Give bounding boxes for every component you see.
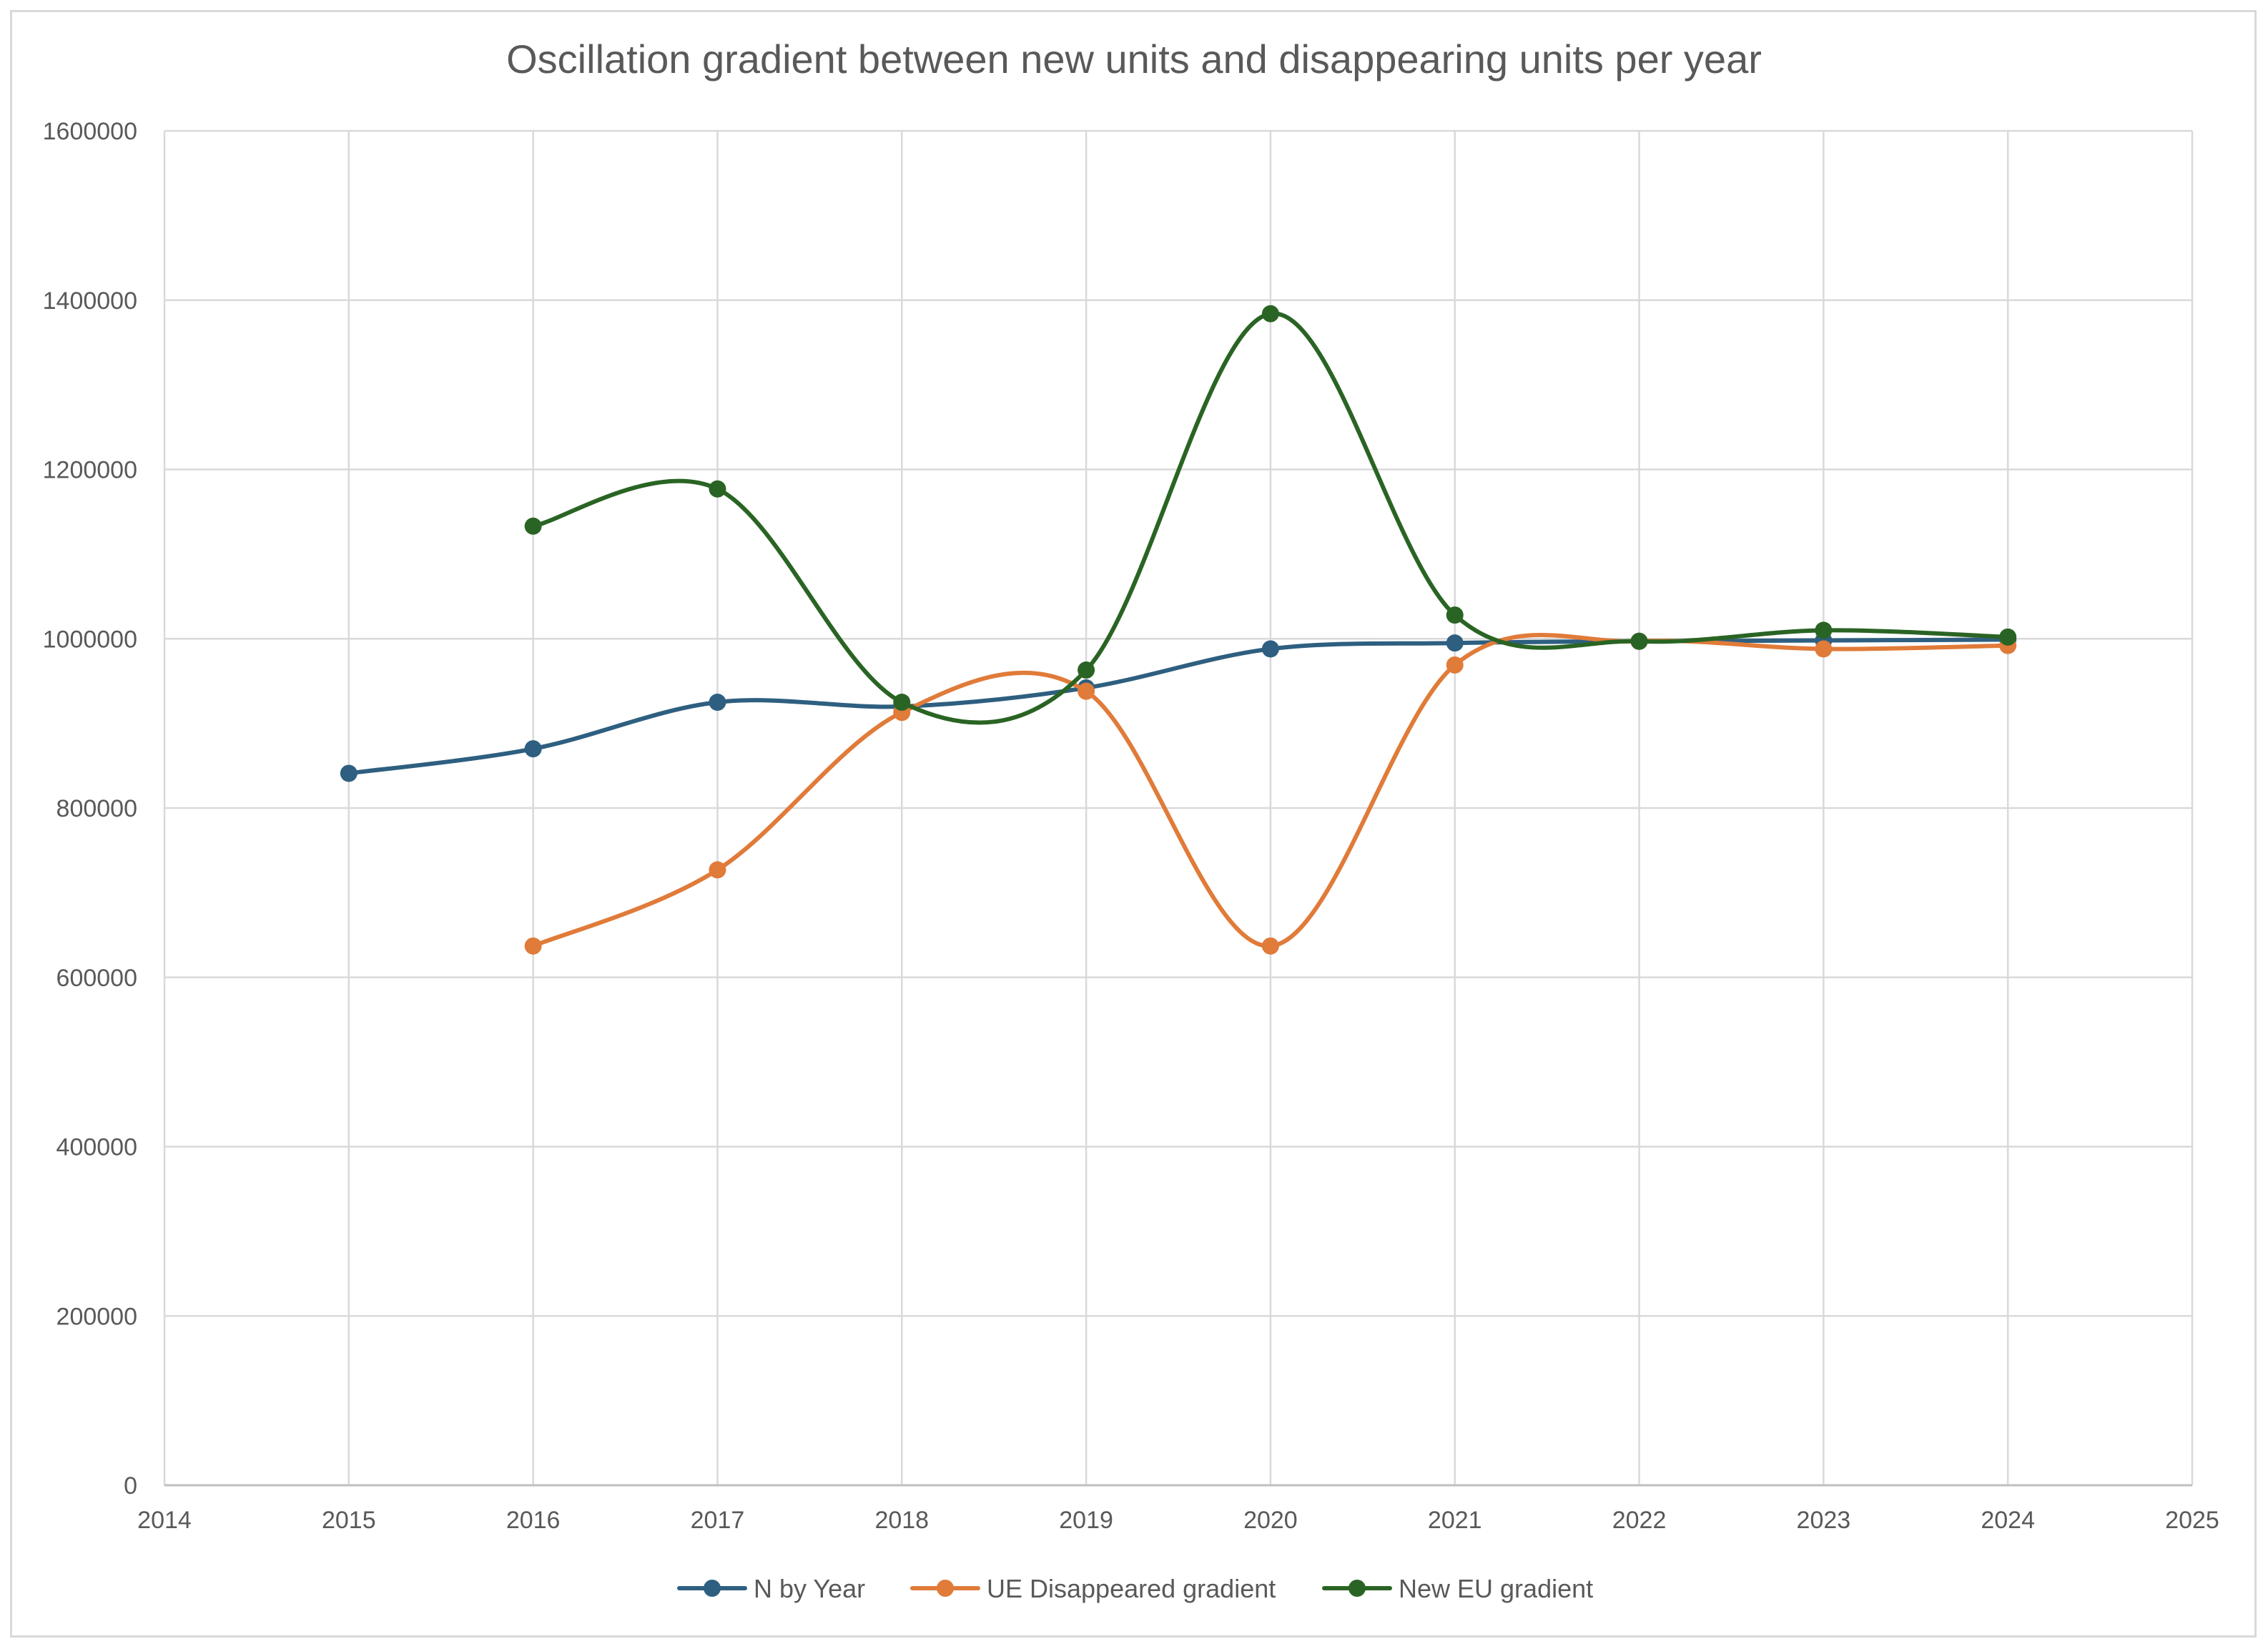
x-tick-label: 2023 (1797, 1507, 1851, 1534)
x-tick-label: 2015 (322, 1507, 376, 1534)
legend-label: New EU gradient (1399, 1574, 1593, 1603)
data-point-ue-disappeared-gradient-2023 (1815, 640, 1833, 658)
data-point-ue-disappeared-gradient-2017 (709, 861, 726, 879)
x-tick-label: 2018 (874, 1507, 929, 1534)
data-point-new-eu-gradient-2020 (1261, 305, 1279, 323)
series-line-new-eu-gradient (531, 311, 2011, 725)
x-tick-label: 2019 (1059, 1507, 1113, 1534)
x-tick-label: 2017 (691, 1507, 745, 1534)
data-point-n-by-year-2015 (340, 764, 358, 782)
y-tick-label: 400000 (56, 1134, 137, 1161)
x-tick-label: 2021 (1428, 1507, 1482, 1534)
data-point-new-eu-gradient-2019 (1078, 661, 1095, 679)
x-tick-label: 2016 (506, 1507, 561, 1534)
data-point-new-eu-gradient-2016 (524, 517, 542, 535)
data-point-ue-disappeared-gradient-2020 (1261, 937, 1279, 955)
y-tick-label: 1400000 (43, 287, 137, 315)
data-point-new-eu-gradient-2017 (709, 480, 726, 498)
y-tick-label: 1200000 (43, 457, 137, 484)
x-tick-label: 2022 (1612, 1507, 1667, 1534)
legend: N by Year UE Disappeared gradient New EU g… (677, 1574, 1593, 1603)
data-point-new-eu-gradient-2022 (1630, 632, 1648, 650)
x-tick-label: 2024 (1981, 1507, 2035, 1534)
series-line-n-by-year (346, 637, 2011, 776)
legend-item-n-by-year: N by Year (677, 1574, 865, 1603)
legend-item-new-eu-gradient: New EU gradient (1322, 1574, 1593, 1603)
y-tick-label: 200000 (56, 1303, 137, 1330)
data-point-new-eu-gradient-2023 (1815, 621, 1833, 639)
data-point-ue-disappeared-gradient-2021 (1446, 656, 1464, 674)
data-point-ue-disappeared-gradient-2019 (1078, 682, 1095, 700)
y-tick-label: 0 (124, 1472, 137, 1500)
series-plot-area (340, 305, 2017, 955)
legend-label: UE Disappeared gradient (987, 1574, 1276, 1603)
x-tick-label: 2014 (137, 1507, 192, 1534)
legend-swatch-marker (937, 1580, 954, 1597)
data-point-n-by-year-2017 (709, 694, 726, 712)
legend-swatch-marker (704, 1580, 721, 1597)
x-tick-label: 2020 (1243, 1507, 1298, 1534)
legend-label: N by Year (754, 1574, 865, 1603)
gridlines (163, 129, 2194, 1485)
legend-item-ue-disappeared-gradient: UE Disappeared gradient (910, 1574, 1276, 1603)
y-tick-label: 1000000 (43, 626, 137, 653)
series-n-by-year (340, 631, 2017, 782)
chart-title: Oscillation gradient between new units a… (506, 36, 1762, 82)
data-point-n-by-year-2020 (1261, 640, 1279, 658)
data-point-new-eu-gradient-2021 (1446, 606, 1464, 624)
y-tick-label: 600000 (56, 965, 137, 992)
series-new-eu-gradient (524, 305, 2017, 725)
data-point-ue-disappeared-gradient-2016 (524, 937, 542, 955)
data-point-n-by-year-2016 (524, 740, 542, 758)
chart-frame (10, 10, 2257, 1638)
x-tick-label: 2025 (2165, 1507, 2219, 1534)
data-point-n-by-year-2021 (1446, 634, 1464, 652)
y-tick-label: 800000 (56, 795, 137, 822)
data-point-new-eu-gradient-2018 (893, 694, 911, 712)
axes: 0 200000 400000 600000 800000 1000000 1200000 1… (43, 118, 2219, 1534)
data-point-new-eu-gradient-2024 (1999, 628, 2017, 646)
y-tick-label: 1600000 (43, 118, 137, 145)
legend-swatch-marker (1349, 1580, 1366, 1597)
